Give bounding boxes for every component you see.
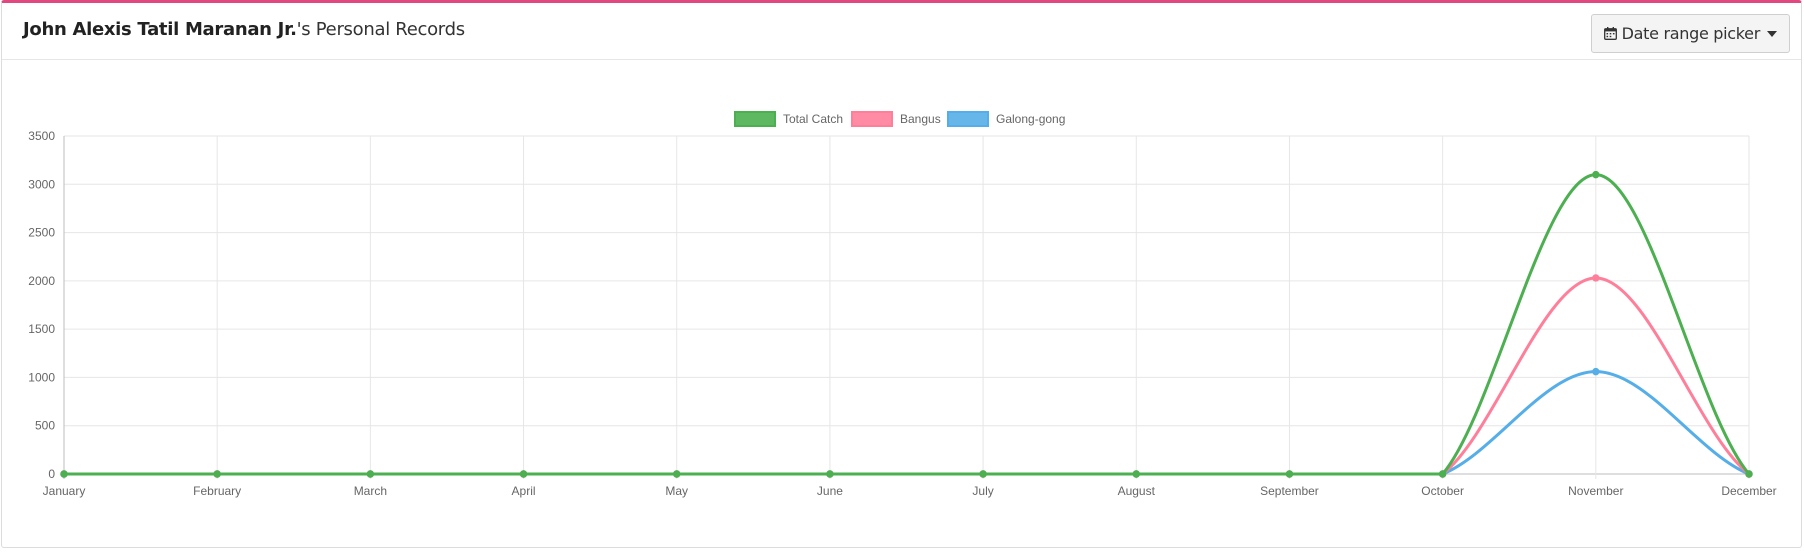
series-line-total-catch [64, 173, 1751, 476]
x-tick-label: March [354, 484, 387, 498]
data-point-total-catch [1592, 170, 1600, 179]
x-tick-label: August [1118, 484, 1156, 498]
x-tick-label: January [43, 484, 86, 498]
legend-swatch-bangus [851, 111, 893, 127]
x-tick-label: November [1568, 484, 1623, 498]
calendar-icon [1603, 27, 1617, 40]
x-tick-label: July [972, 484, 993, 498]
data-point-total-catch [1132, 470, 1140, 478]
x-tick-label: February [193, 484, 241, 498]
x-tick-label: June [817, 484, 843, 498]
date-range-picker-label: Date range picker [1621, 24, 1761, 43]
y-tick-label: 0 [48, 467, 55, 481]
x-tick-label: September [1260, 484, 1319, 498]
y-tick-label: 1000 [28, 370, 55, 384]
y-tick-label: 2500 [28, 226, 55, 240]
owner-name: John Alexis Tatil Maranan Jr. [23, 19, 297, 40]
legend-swatch-galong-gong [947, 111, 989, 127]
legend-label-galong-gong: Galong-gong [996, 112, 1065, 126]
y-tick-label: 1500 [28, 322, 55, 336]
data-point-total-catch [60, 470, 68, 478]
legend-label-total-catch: Total Catch [783, 112, 843, 126]
x-tick-label: May [665, 484, 688, 498]
legend-swatch-total-catch [734, 111, 776, 127]
data-point-total-catch [1285, 470, 1294, 478]
series-line-bangus [64, 276, 1750, 476]
data-point-total-catch [1438, 470, 1447, 478]
caret-down-icon [1767, 30, 1777, 37]
page-title: John Alexis Tatil Maranan Jr.'s Personal… [23, 19, 465, 40]
data-point-bangus [1592, 274, 1600, 282]
y-tick-label: 2000 [28, 274, 55, 288]
y-tick-label: 3500 [28, 129, 55, 143]
data-point-total-catch [979, 470, 987, 478]
date-range-picker-button[interactable]: Date range picker [1590, 14, 1790, 53]
data-point-total-catch [213, 470, 221, 478]
data-point-total-catch [1745, 470, 1753, 478]
y-tick-label: 3000 [28, 177, 55, 191]
x-tick-label: April [512, 484, 536, 498]
title-suffix: 's Personal Records [296, 19, 465, 40]
data-point-total-catch [673, 470, 681, 478]
data-point-total-catch [826, 470, 834, 478]
y-tick-label: 500 [35, 419, 55, 433]
x-tick-label: December [1721, 484, 1776, 498]
card-header: John Alexis Tatil Maranan Jr.'s Personal… [2, 3, 1801, 60]
data-point-total-catch [519, 470, 528, 478]
data-point-galong-gong [1592, 367, 1600, 376]
series-line-galong-gong [64, 370, 1750, 476]
legend-label-bangus: Bangus [900, 112, 941, 126]
x-tick-label: October [1421, 484, 1464, 498]
data-point-total-catch [366, 470, 375, 478]
